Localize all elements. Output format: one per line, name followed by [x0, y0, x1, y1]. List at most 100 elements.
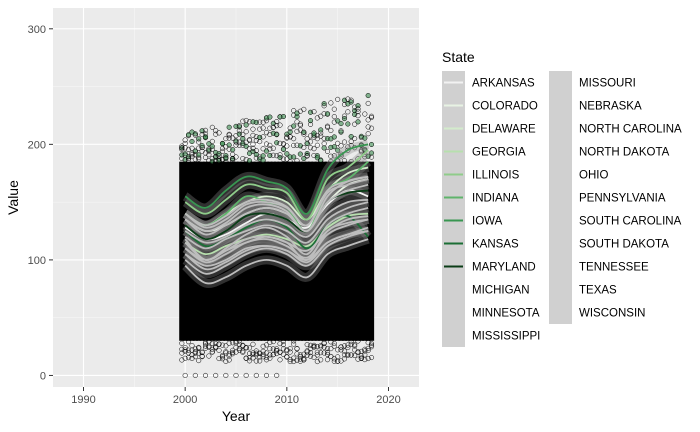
data-point [280, 113, 287, 120]
data-point [226, 135, 232, 141]
data-point [270, 145, 276, 151]
legend-label-wisconsin: WISCONSIN [579, 308, 645, 320]
data-point [196, 152, 202, 158]
y-axis-label: Value [5, 180, 21, 215]
series-line-north-carolina [184, 230, 369, 275]
data-point [260, 354, 266, 360]
data-point [267, 352, 273, 358]
data-point [230, 157, 236, 164]
data-point [297, 151, 303, 157]
data-point [253, 151, 259, 158]
data-point [311, 354, 317, 360]
data-point [291, 338, 297, 344]
data-point [223, 350, 229, 356]
data-point [362, 348, 368, 354]
point-band [338, 161, 344, 341]
data-point [182, 348, 188, 354]
data-point [267, 125, 273, 131]
data-point [223, 136, 229, 142]
data-point [246, 146, 253, 152]
data-point [331, 340, 337, 347]
data-point [185, 339, 192, 345]
data-point [280, 342, 287, 348]
data-point [368, 114, 375, 121]
data-point [368, 113, 375, 119]
data-point [307, 346, 314, 352]
data-point [341, 356, 348, 362]
data-point [196, 350, 202, 356]
data-point [297, 122, 303, 129]
data-point [345, 147, 351, 153]
data-point [284, 151, 290, 157]
data-point [341, 139, 348, 145]
series-line-wisconsin [184, 175, 369, 227]
data-point [199, 349, 205, 355]
legend-title: State [442, 49, 475, 65]
data-point [307, 350, 314, 356]
point-band [240, 161, 246, 341]
legend-label-texas: TEXAS [579, 285, 617, 297]
data-point [294, 357, 300, 363]
data-point [240, 155, 246, 162]
data-point [260, 125, 266, 131]
data-point [287, 358, 293, 365]
data-point [240, 131, 246, 138]
data-point [365, 92, 371, 99]
data-point [230, 147, 236, 153]
data-point [236, 338, 242, 344]
data-point [311, 130, 317, 136]
legend-key-bg [549, 186, 572, 209]
legend-label-pennsylvania: PENNSYLVANIA [579, 193, 666, 205]
data-point [223, 155, 229, 161]
point-band [233, 161, 239, 341]
data-point [189, 138, 195, 145]
data-point [294, 119, 300, 125]
data-point [345, 109, 351, 115]
series-lines [181, 139, 372, 288]
data-point [270, 339, 276, 345]
data-point [267, 142, 273, 148]
data-point [219, 356, 226, 362]
data-point [253, 358, 259, 364]
data-point [358, 149, 364, 155]
data-point [223, 372, 229, 378]
data-point [331, 114, 337, 120]
data-point [314, 343, 320, 350]
data-point [352, 343, 358, 349]
data-point [243, 355, 249, 361]
data-point [318, 344, 324, 350]
data-point [263, 357, 270, 363]
data-point [368, 141, 375, 148]
data-point [250, 341, 256, 347]
legend-label-indiana: INDIANA [472, 193, 519, 205]
data-point [250, 132, 256, 138]
x-axis-label: Year [222, 408, 251, 424]
data-point [236, 128, 242, 134]
data-point [199, 148, 205, 154]
data-point [307, 145, 314, 151]
data-point [209, 138, 215, 144]
data-point [267, 355, 273, 361]
data-point [362, 111, 368, 117]
data-point [311, 343, 317, 349]
data-point [297, 356, 303, 362]
data-point [365, 117, 371, 123]
data-point [233, 142, 239, 148]
point-band [280, 161, 287, 341]
data-point [246, 355, 253, 361]
data-point [321, 103, 327, 109]
data-point [179, 340, 185, 346]
legend-label-tennessee: TENNESSEE [579, 262, 649, 274]
data-point [274, 348, 280, 354]
data-point [352, 352, 358, 358]
data-point [345, 121, 351, 127]
data-point [219, 354, 226, 360]
data-point [335, 140, 341, 146]
data-point [219, 352, 226, 358]
data-point [246, 350, 253, 357]
data-point [233, 154, 239, 160]
data-point [352, 135, 358, 142]
data-point [226, 132, 232, 138]
data-point [318, 113, 324, 119]
